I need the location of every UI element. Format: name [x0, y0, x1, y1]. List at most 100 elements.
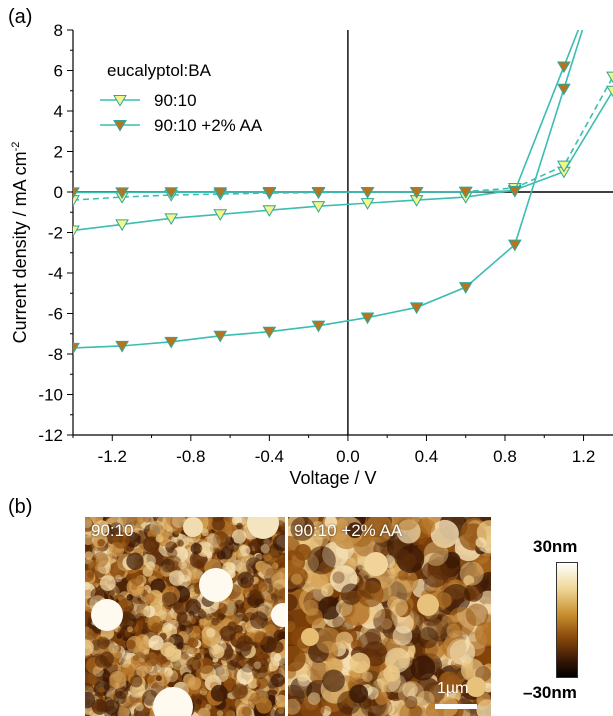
- afm-texture: [231, 683, 248, 700]
- afm-texture: [268, 543, 283, 559]
- afm-texture: [449, 639, 475, 665]
- afm-texture: [94, 691, 104, 701]
- afm-feature: [91, 599, 123, 631]
- afm-texture: [108, 589, 115, 597]
- afm-texture: [205, 613, 212, 621]
- afm-texture: [200, 528, 209, 537]
- afm-texture: [236, 522, 243, 530]
- afm-texture: [399, 701, 427, 716]
- afm-texture: [98, 686, 105, 693]
- afm-texture: [302, 599, 319, 616]
- afm-texture: [447, 606, 477, 636]
- afm-texture: [254, 631, 268, 646]
- afm-texture: [94, 654, 108, 668]
- afm-texture: [256, 697, 272, 714]
- afm-texture: [192, 543, 203, 554]
- afm-texture: [290, 517, 315, 541]
- afm-texture: [263, 551, 273, 561]
- x-tick-label: 0.0: [336, 447, 360, 466]
- afm-texture: [140, 608, 148, 617]
- afm-texture: [126, 594, 134, 601]
- afm-texture: [322, 669, 345, 693]
- afm-texture: [176, 611, 188, 623]
- data-point: [409, 302, 424, 315]
- panel-label-a: (a): [8, 6, 33, 28]
- afm-texture: [193, 569, 204, 580]
- afm-texture: [186, 657, 201, 672]
- data-point: [164, 213, 179, 226]
- afm-texture: [240, 545, 251, 556]
- afm-texture: [111, 517, 128, 528]
- data-point: [164, 336, 179, 349]
- legend-title: eucalyptol:BA: [107, 61, 212, 80]
- afm-feature: [466, 677, 486, 697]
- afm-texture: [99, 575, 116, 591]
- series-group: [73, 30, 613, 355]
- y-tick-label: 4: [54, 102, 63, 121]
- afm-texture: [119, 655, 131, 668]
- data-point: [311, 320, 326, 333]
- afm-texture: [85, 673, 94, 684]
- afm-texture: [171, 517, 186, 528]
- afm-texture: [216, 532, 230, 547]
- afm-texture: [255, 598, 264, 608]
- afm-texture: [349, 684, 369, 704]
- afm-texture: [417, 627, 439, 649]
- afm-feature: [271, 603, 285, 627]
- afm-texture: [340, 583, 362, 605]
- afm-texture: [189, 585, 196, 592]
- afm-texture: [305, 608, 323, 626]
- afm-image-right: 90:10 +2% AA: [288, 517, 491, 716]
- data-point: [115, 340, 129, 353]
- afm-texture: [186, 567, 202, 584]
- afm-texture: [177, 540, 184, 547]
- afm-texture: [259, 544, 271, 556]
- afm-texture: [475, 537, 487, 548]
- afm-feature: [153, 687, 193, 716]
- afm-texture: [159, 609, 174, 623]
- afm-texture: [220, 625, 236, 642]
- afm-texture: [474, 621, 491, 647]
- afm-texture: [87, 597, 96, 606]
- afm-texture: [116, 705, 128, 716]
- afm-texture: [390, 598, 408, 617]
- data-point: [73, 195, 80, 207]
- y-tick-label: -12: [38, 426, 63, 445]
- afm-texture: [259, 559, 278, 577]
- data-point: [606, 85, 613, 98]
- afm-texture: [349, 652, 371, 674]
- afm-texture: [397, 569, 409, 581]
- afm-texture: [459, 561, 484, 586]
- afm-feature: [247, 517, 279, 539]
- afm-texture: [430, 519, 459, 549]
- afm-texture: [420, 518, 436, 535]
- afm-texture: [365, 686, 379, 700]
- afm-texture: [96, 636, 110, 650]
- afm-texture: [180, 624, 187, 632]
- afm-texture: [222, 708, 234, 716]
- afm-texture: [398, 680, 425, 708]
- afm-texture: [288, 593, 298, 611]
- afm-texture: [114, 574, 123, 583]
- data-point: [262, 205, 277, 217]
- afm-texture: [383, 665, 401, 682]
- afm-texture: [87, 571, 95, 579]
- afm-texture: [117, 627, 124, 634]
- colorbar-max-label: 30nm: [533, 537, 578, 556]
- afm-texture: [226, 659, 238, 671]
- afm-texture: [338, 601, 355, 618]
- afm-feature: [364, 552, 388, 576]
- afm-texture: [172, 546, 189, 563]
- data-point: [115, 187, 129, 200]
- data-point: [164, 187, 179, 199]
- y-tick-label: 8: [54, 21, 63, 40]
- afm-texture: [152, 565, 165, 579]
- afm-texture: [125, 532, 141, 548]
- afm-image-left: 90:10: [85, 517, 285, 716]
- afm-texture: [130, 655, 141, 666]
- afm-texture: [308, 641, 329, 663]
- afm-texture: [288, 684, 305, 708]
- afm-texture: [205, 703, 212, 711]
- afm-texture: [300, 695, 325, 716]
- legend-marker: [113, 95, 127, 107]
